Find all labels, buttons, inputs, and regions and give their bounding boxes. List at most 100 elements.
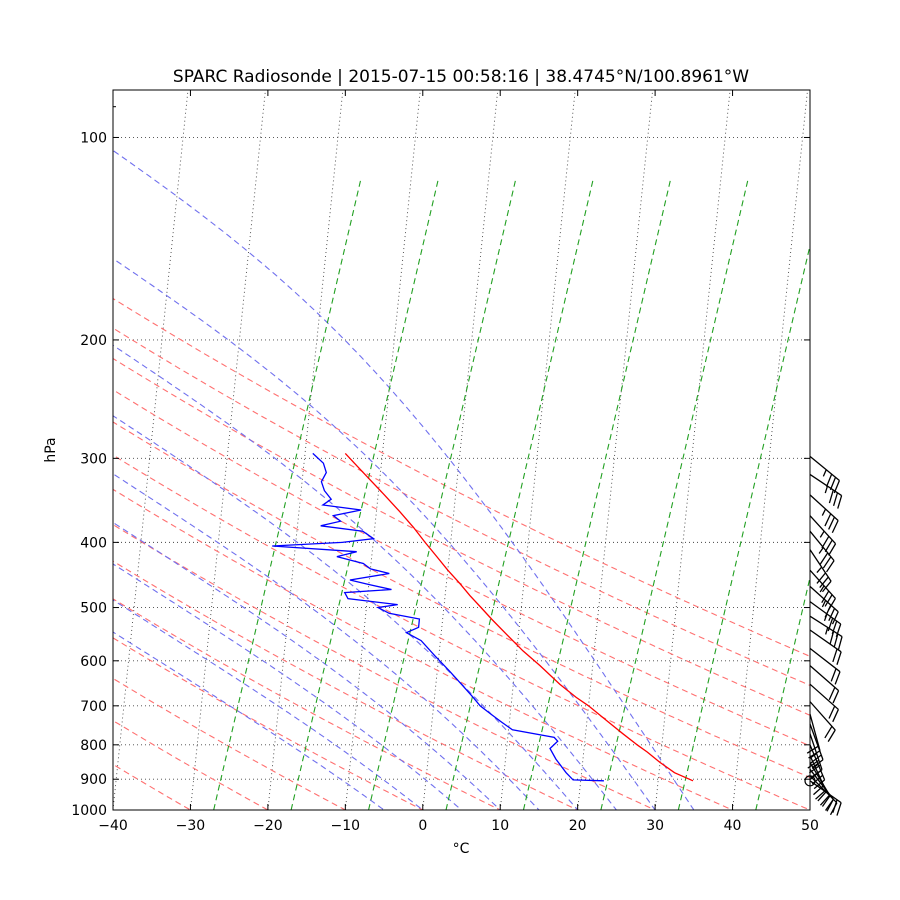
- wind-barb-half-flag: [819, 530, 825, 538]
- x-tick-label: −40: [98, 818, 128, 834]
- wind-barb-flag: [821, 580, 832, 593]
- wind-barb-flag: [819, 552, 829, 565]
- chart-data-layer: [272, 452, 694, 782]
- wind-barb-flag: [832, 799, 838, 813]
- x-tick-label: 50: [801, 818, 819, 834]
- wind-barb-half-flag: [823, 613, 828, 622]
- wind-barb-flag: [837, 636, 843, 650]
- wind-barb-flag: [829, 631, 835, 645]
- wind-barb-staff: [809, 615, 843, 638]
- wind-barb-flag: [815, 789, 827, 800]
- wind-barb: [809, 615, 843, 650]
- dry-adiabat: [113, 523, 657, 810]
- wind-barb-flag: [831, 611, 839, 625]
- wind-barb-staff: [809, 530, 835, 562]
- x-tick-label: 20: [569, 818, 587, 834]
- moist-adiabat: [113, 149, 695, 810]
- wind-barb-half-flag: [810, 753, 818, 759]
- y-tick-label: 700: [80, 699, 107, 715]
- wind-barb: [809, 549, 832, 593]
- wind-barb-staff: [809, 515, 837, 545]
- wind-barb-flag: [828, 705, 836, 719]
- wind-barb-flag: [819, 794, 831, 806]
- y-tick-label: 100: [80, 130, 107, 146]
- dry-adiabat: [113, 560, 579, 810]
- wind-barb-half-flag: [824, 485, 829, 494]
- wind-barb: [809, 494, 839, 534]
- wind-barb-flag: [832, 709, 839, 723]
- wind-barb-staff: [809, 585, 839, 613]
- dry-adiabat: [113, 598, 502, 810]
- mixing-ratio-line: [445, 179, 594, 810]
- x-axis-label: °C: [453, 841, 470, 857]
- moist-adiabat: [113, 631, 386, 810]
- wind-barb-staff: [809, 723, 824, 760]
- dry-adiabat: [113, 327, 810, 686]
- y-axis-label: hPa: [43, 437, 59, 462]
- mixing-ratio-line: [677, 243, 810, 810]
- wind-barb-flag: [836, 651, 842, 665]
- wind-barb: [809, 629, 842, 665]
- chart-grid-layer: [113, 90, 810, 810]
- wind-barb-staff: [809, 713, 821, 751]
- wind-barb-half-flag: [822, 469, 827, 477]
- wind-barb-flag: [821, 795, 831, 807]
- wind-barb: [809, 515, 837, 556]
- y-tick-label: 300: [80, 451, 107, 467]
- plot-frame: [112, 89, 811, 811]
- wind-barb: [809, 780, 842, 816]
- dry-adiabat: [113, 297, 810, 657]
- x-tick-label: 0: [418, 818, 427, 834]
- wind-barb-flag: [821, 536, 830, 549]
- wind-barb-flag: [819, 576, 829, 588]
- wind-barb-flag: [825, 473, 833, 487]
- moist-adiabat: [113, 473, 540, 810]
- wind-barb-flag: [817, 790, 828, 802]
- y-tick-label: 400: [80, 535, 107, 551]
- wind-barb-half-flag: [825, 627, 829, 635]
- wind-barb-half-flag: [821, 508, 827, 516]
- dewpoint-trace: [272, 452, 604, 782]
- wind-barb: [809, 665, 840, 704]
- wind-barb-staff: [809, 629, 842, 653]
- moist-adiabat: [113, 563, 463, 810]
- wind-barb-flag: [828, 608, 836, 622]
- mixing-ratio-line: [368, 179, 517, 810]
- moist-adiabat: [113, 257, 656, 810]
- dry-adiabat: [113, 488, 734, 810]
- wind-barb-flag: [827, 729, 836, 742]
- wind-barb: [809, 530, 835, 573]
- wind-barb: [809, 455, 841, 494]
- wind-barb-flag: [828, 489, 834, 504]
- wind-barb-half-flag: [819, 585, 825, 593]
- wind-barb-flag: [825, 560, 835, 573]
- wind-barb-flag: [824, 725, 833, 739]
- wind-barb-flag: [832, 492, 839, 506]
- moist-adiabat: [113, 521, 501, 810]
- wind-barb: [809, 647, 841, 685]
- dry-adiabat: [113, 357, 810, 716]
- x-tick-label: 40: [724, 818, 742, 834]
- wind-barb: [809, 473, 843, 509]
- wind-barb-staff: [809, 683, 839, 710]
- moist-adiabat: [113, 344, 618, 810]
- chart-title: SPARC Radiosonde | 2015-07-15 00:58:16 |…: [173, 67, 749, 87]
- wind-barb-flag: [836, 802, 842, 816]
- dry-adiabat: [113, 454, 810, 810]
- wind-barb: [809, 701, 836, 742]
- wind-barb-flag: [832, 690, 840, 704]
- wind-barb-staff: [809, 569, 836, 599]
- wind-barb-staff: [809, 780, 842, 804]
- wind-barb-flag: [828, 687, 836, 701]
- y-tick-label: 800: [80, 738, 107, 754]
- x-tick-label: −10: [331, 818, 361, 834]
- wind-barb-staff: [809, 455, 840, 481]
- wind-barb-flag: [833, 633, 839, 648]
- wind-barb-staff: [809, 494, 839, 521]
- wind-barb-staff: [809, 601, 842, 625]
- wind-barb-flag: [824, 539, 833, 553]
- dry-adiabat: [113, 719, 270, 810]
- wind-barb-flag: [821, 590, 830, 604]
